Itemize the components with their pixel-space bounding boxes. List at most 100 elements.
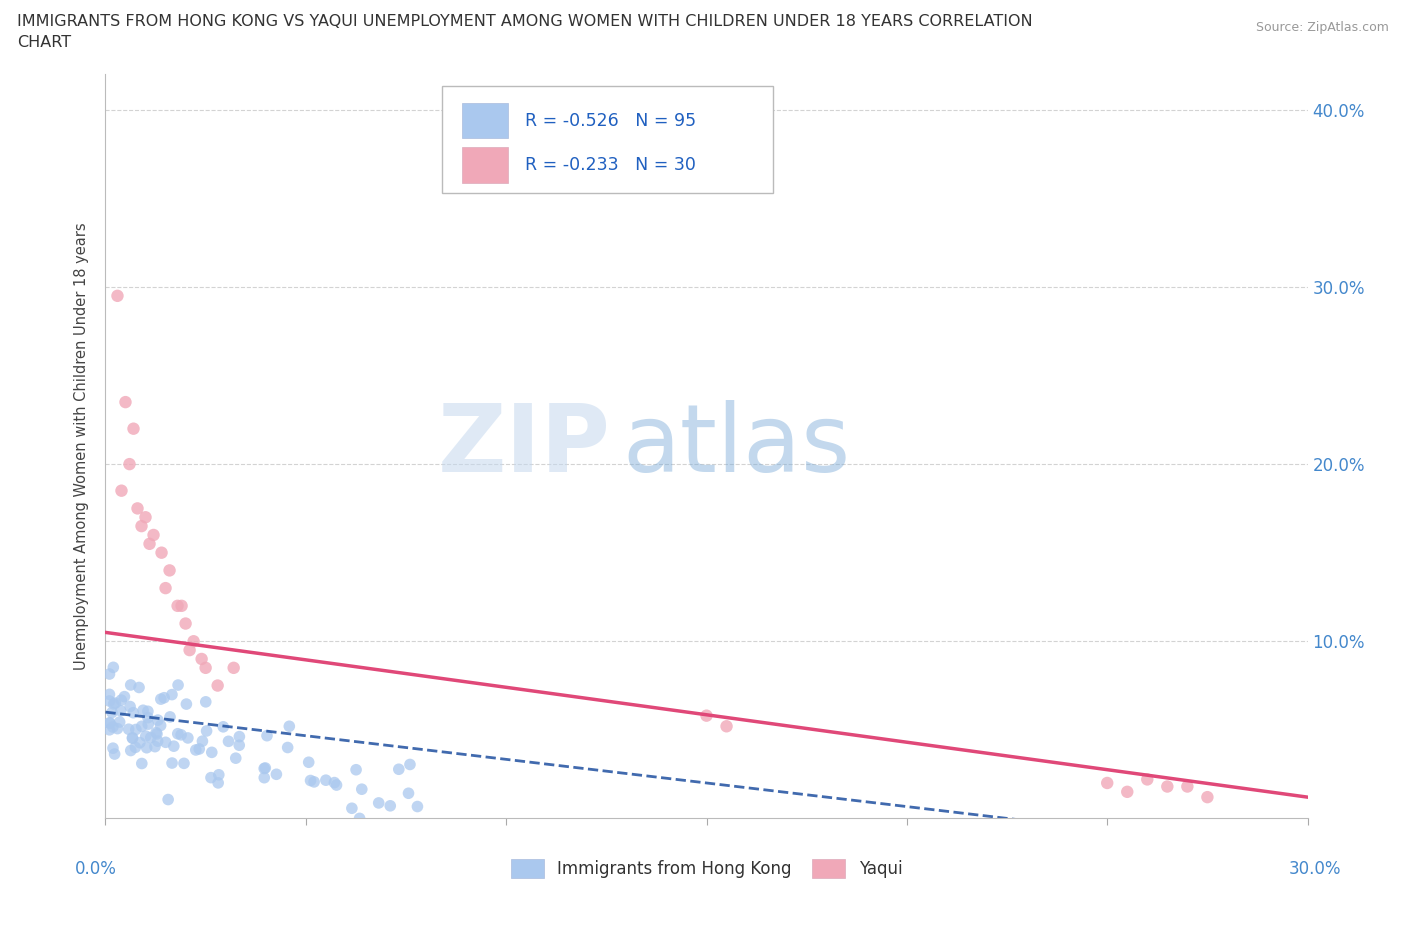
Point xyxy=(142,527,165,542)
Bar xyxy=(463,147,508,183)
Point xyxy=(298,755,321,770)
Point xyxy=(160,687,183,702)
Text: IMMIGRANTS FROM HONG KONG VS YAQUI UNEMPLOYMENT AMONG WOMEN WITH CHILDREN UNDER : IMMIGRANTS FROM HONG KONG VS YAQUI UNEMP… xyxy=(17,14,1032,29)
Point xyxy=(256,728,278,743)
Point xyxy=(207,678,229,693)
Point xyxy=(98,694,121,709)
Point xyxy=(128,680,150,695)
Point xyxy=(340,801,363,816)
Point xyxy=(143,739,166,754)
Text: atlas: atlas xyxy=(623,401,851,492)
Point xyxy=(398,786,420,801)
Point xyxy=(188,741,211,756)
Point xyxy=(114,394,136,409)
Point xyxy=(254,761,277,776)
Point xyxy=(131,719,153,734)
Point xyxy=(101,705,124,720)
Point xyxy=(108,714,131,729)
Point xyxy=(228,737,250,752)
Point xyxy=(163,738,186,753)
Point xyxy=(277,740,299,755)
Point xyxy=(104,696,127,711)
Point xyxy=(174,616,197,631)
Point xyxy=(135,510,157,525)
Point xyxy=(212,720,235,735)
Text: R = -0.526   N = 95: R = -0.526 N = 95 xyxy=(524,112,696,129)
Point xyxy=(103,697,125,711)
Bar xyxy=(463,102,508,139)
Point xyxy=(160,755,183,770)
Point xyxy=(110,693,132,708)
Legend: Immigrants from Hong Kong, Yaqui: Immigrants from Hong Kong, Yaqui xyxy=(505,852,908,884)
Point xyxy=(114,689,136,704)
Point xyxy=(122,421,145,436)
Point xyxy=(1197,790,1219,804)
Point xyxy=(344,763,367,777)
Point xyxy=(194,695,217,710)
Point xyxy=(98,723,121,737)
Point xyxy=(170,598,193,613)
Text: R = -0.233   N = 30: R = -0.233 N = 30 xyxy=(524,156,696,174)
Point xyxy=(1136,772,1159,787)
Point xyxy=(325,777,347,792)
Point xyxy=(118,722,141,737)
Point xyxy=(349,811,371,826)
Point xyxy=(132,703,155,718)
Text: Source: ZipAtlas.com: Source: ZipAtlas.com xyxy=(1256,21,1389,34)
Point xyxy=(159,563,181,578)
Point xyxy=(315,773,337,788)
Point xyxy=(131,756,153,771)
Point xyxy=(166,598,188,613)
Point xyxy=(98,715,121,730)
Point xyxy=(696,709,718,724)
Point xyxy=(138,537,160,551)
Point xyxy=(184,742,207,757)
Point xyxy=(225,751,247,765)
Point xyxy=(146,734,169,749)
Point xyxy=(120,699,142,714)
Point xyxy=(253,761,276,776)
Point xyxy=(323,775,346,790)
Point xyxy=(166,726,188,741)
Point xyxy=(183,634,205,649)
Point xyxy=(201,745,224,760)
Point xyxy=(266,767,288,782)
Y-axis label: Unemployment Among Women with Children Under 18 years: Unemployment Among Women with Children U… xyxy=(75,222,90,671)
Point xyxy=(222,660,245,675)
Point xyxy=(110,484,132,498)
Point xyxy=(153,690,176,705)
Point xyxy=(146,726,169,741)
Text: 0.0%: 0.0% xyxy=(75,860,117,878)
Point xyxy=(207,776,229,790)
Point xyxy=(122,705,145,720)
Point xyxy=(159,710,181,724)
Point xyxy=(127,501,149,516)
Point xyxy=(103,660,125,675)
Point xyxy=(131,519,153,534)
Point xyxy=(399,757,422,772)
Point xyxy=(1156,779,1178,794)
Point xyxy=(124,740,146,755)
Text: 30.0%: 30.0% xyxy=(1288,860,1341,878)
Point xyxy=(98,715,121,730)
Point xyxy=(194,660,217,675)
Point xyxy=(125,722,148,737)
Point xyxy=(278,719,301,734)
Point xyxy=(98,687,121,702)
Point xyxy=(1116,784,1139,799)
Point xyxy=(101,720,124,735)
Text: CHART: CHART xyxy=(17,35,70,50)
Point xyxy=(136,711,159,725)
Point xyxy=(128,736,150,751)
Point xyxy=(101,740,124,755)
Point xyxy=(136,717,159,732)
Point xyxy=(299,773,322,788)
Point xyxy=(208,767,231,782)
Point xyxy=(155,580,177,595)
Point xyxy=(120,678,142,693)
Point xyxy=(149,718,172,733)
FancyBboxPatch shape xyxy=(441,86,773,193)
Point xyxy=(191,734,214,749)
Point xyxy=(200,770,222,785)
Point xyxy=(139,730,162,745)
